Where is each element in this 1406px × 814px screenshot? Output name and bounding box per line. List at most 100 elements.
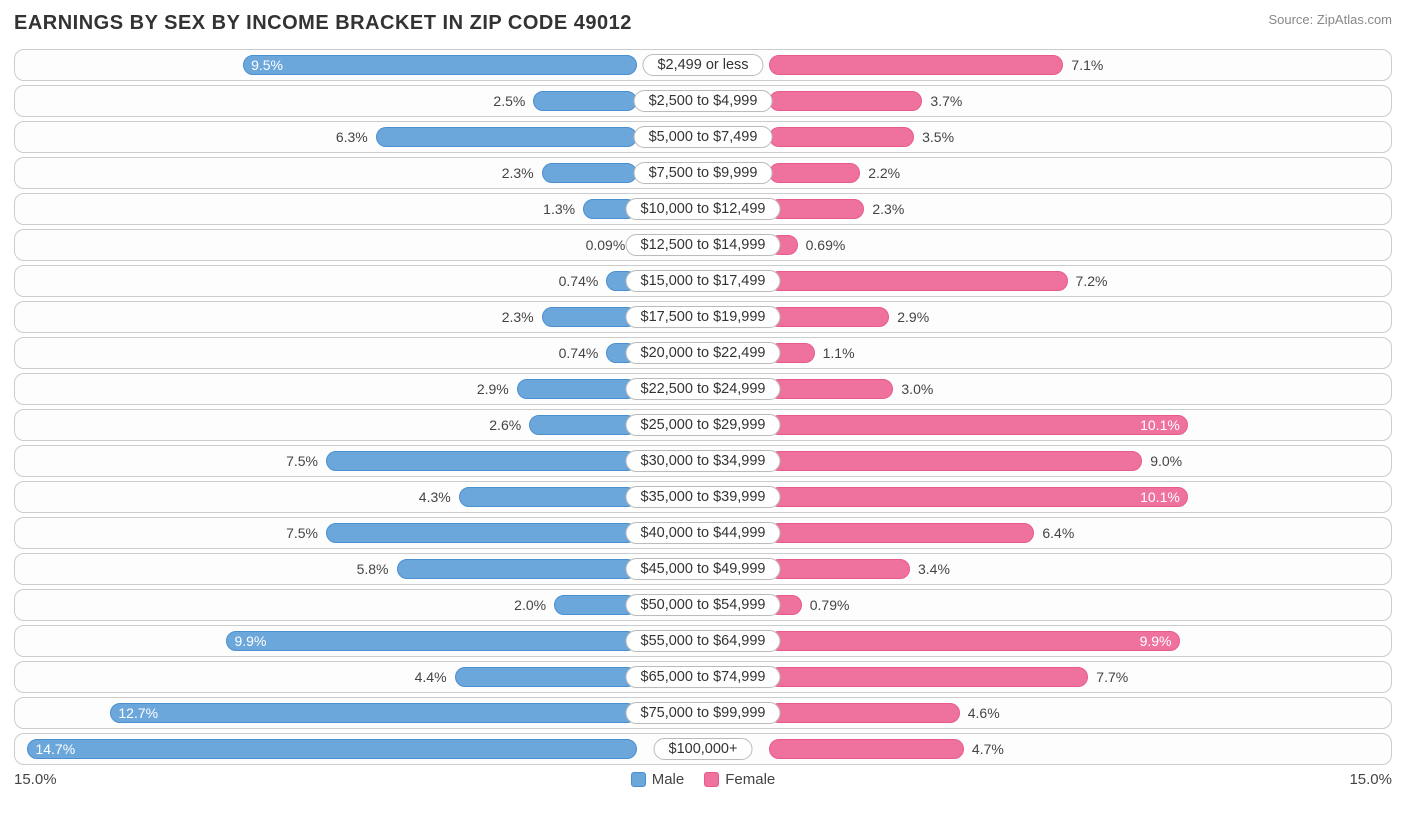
category-label: $65,000 to $74,999: [626, 666, 781, 688]
category-label: $40,000 to $44,999: [626, 522, 781, 544]
male-bar: [376, 127, 637, 147]
chart-row: 4.3%10.1%$35,000 to $39,999: [14, 481, 1392, 513]
category-label: $50,000 to $54,999: [626, 594, 781, 616]
female-pct-label: 9.0%: [1150, 446, 1182, 476]
female-pct-label: 7.7%: [1096, 662, 1128, 692]
male-pct-label: 0.74%: [559, 266, 599, 296]
source-attribution: Source: ZipAtlas.com: [1268, 12, 1392, 27]
female-pct-label: 4.7%: [972, 734, 1004, 764]
male-pct-label: 2.6%: [489, 410, 521, 440]
male-pct-label: 2.3%: [502, 158, 534, 188]
female-pct-label: 2.9%: [897, 302, 929, 332]
female-bar: [769, 379, 893, 399]
female-pct-label: 4.6%: [968, 698, 1000, 728]
female-pct-label: 7.1%: [1071, 50, 1103, 80]
axis-left-max: 15.0%: [14, 771, 57, 788]
female-bar: [769, 307, 889, 327]
female-bar: [769, 91, 922, 111]
male-pct-label: 0.74%: [559, 338, 599, 368]
female-bar: [769, 199, 864, 219]
male-pct-label: 2.9%: [477, 374, 509, 404]
category-label: $45,000 to $49,999: [626, 558, 781, 580]
legend-female-label: Female: [725, 771, 775, 788]
category-label: $100,000+: [654, 738, 753, 760]
chart-row: 7.5%9.0%$30,000 to $34,999: [14, 445, 1392, 477]
male-swatch-icon: [631, 772, 646, 787]
male-bar: [455, 667, 637, 687]
chart-row: 2.5%3.7%$2,500 to $4,999: [14, 85, 1392, 117]
male-pct-label: 2.0%: [514, 590, 546, 620]
female-bar: [769, 163, 860, 183]
female-pct-label: 1.1%: [823, 338, 855, 368]
male-pct-label: 6.3%: [336, 122, 368, 152]
male-bar: [542, 163, 637, 183]
category-label: $25,000 to $29,999: [626, 414, 781, 436]
female-bar: [769, 415, 1188, 435]
male-bar: [243, 55, 637, 75]
chart-row: 6.3%3.5%$5,000 to $7,499: [14, 121, 1392, 153]
category-label: $35,000 to $39,999: [626, 486, 781, 508]
male-pct-label: 14.7%: [35, 734, 75, 764]
category-label: $2,499 or less: [642, 54, 763, 76]
female-bar: [769, 127, 914, 147]
category-label: $15,000 to $17,499: [626, 270, 781, 292]
male-pct-label: 5.8%: [357, 554, 389, 584]
category-label: $20,000 to $22,499: [626, 342, 781, 364]
chart-row: 2.9%3.0%$22,500 to $24,999: [14, 373, 1392, 405]
female-swatch-icon: [704, 772, 719, 787]
category-label: $17,500 to $19,999: [626, 306, 781, 328]
male-bar: [529, 415, 637, 435]
male-bar: [533, 91, 637, 111]
female-bar: [769, 271, 1068, 291]
male-bar: [226, 631, 637, 651]
chart-row: 2.0% 0.79% $50,000 to $54,999: [14, 589, 1392, 621]
female-pct-label: 0.79%: [810, 590, 850, 620]
female-pct-label: 0.69%: [806, 230, 846, 260]
chart-row: 2.6%10.1%$25,000 to $29,999: [14, 409, 1392, 441]
axis-right-max: 15.0%: [1349, 771, 1392, 788]
male-bar: [397, 559, 638, 579]
female-bar: [769, 487, 1188, 507]
male-pct-label: 7.5%: [286, 446, 318, 476]
male-pct-label: 2.3%: [502, 302, 534, 332]
chart-row: 9.9% 9.9% $55,000 to $64,999: [14, 625, 1392, 657]
male-bar: [459, 487, 637, 507]
female-bar: [769, 523, 1034, 543]
category-label: $75,000 to $99,999: [626, 702, 781, 724]
male-pct-label: 9.5%: [251, 50, 283, 80]
category-label: $10,000 to $12,499: [626, 198, 781, 220]
diverging-bar-chart: 9.5%7.1%$2,499 or less2.5%3.7%$2,500 to …: [14, 49, 1392, 765]
female-bar: [769, 559, 910, 579]
male-bar: [326, 523, 637, 543]
male-pct-label: 2.5%: [493, 86, 525, 116]
male-bar: [27, 739, 637, 759]
category-label: $12,500 to $14,999: [626, 234, 781, 256]
male-pct-label: 0.09%: [586, 230, 626, 260]
male-pct-label: 4.4%: [415, 662, 447, 692]
category-label: $7,500 to $9,999: [634, 162, 773, 184]
male-pct-label: 4.3%: [419, 482, 451, 512]
female-pct-label: 3.4%: [918, 554, 950, 584]
category-label: $55,000 to $64,999: [626, 630, 781, 652]
male-bar: [326, 451, 637, 471]
female-bar: [769, 739, 964, 759]
chart-row: 2.3%2.2%$7,500 to $9,999: [14, 157, 1392, 189]
female-pct-label: 9.9%: [1140, 626, 1172, 656]
male-pct-label: 7.5%: [286, 518, 318, 548]
chart-row: 14.7% 4.7% $100,000+: [14, 733, 1392, 765]
female-pct-label: 3.0%: [901, 374, 933, 404]
female-pct-label: 6.4%: [1042, 518, 1074, 548]
chart-row: 2.3% 2.9% $17,500 to $19,999: [14, 301, 1392, 333]
male-pct-label: 9.9%: [234, 626, 266, 656]
female-bar: [769, 631, 1180, 651]
female-bar: [769, 703, 960, 723]
male-bar: [542, 307, 637, 327]
chart-row: 0.74%7.2%$15,000 to $17,499: [14, 265, 1392, 297]
legend-male: Male: [631, 771, 685, 788]
chart-row: 4.4% 7.7% $65,000 to $74,999: [14, 661, 1392, 693]
legend: Male Female: [631, 771, 776, 788]
female-pct-label: 3.7%: [930, 86, 962, 116]
chart-row: 7.5% 6.4% $40,000 to $44,999: [14, 517, 1392, 549]
female-pct-label: 2.3%: [872, 194, 904, 224]
chart-row: 0.09% 0.69% $12,500 to $14,999: [14, 229, 1392, 261]
